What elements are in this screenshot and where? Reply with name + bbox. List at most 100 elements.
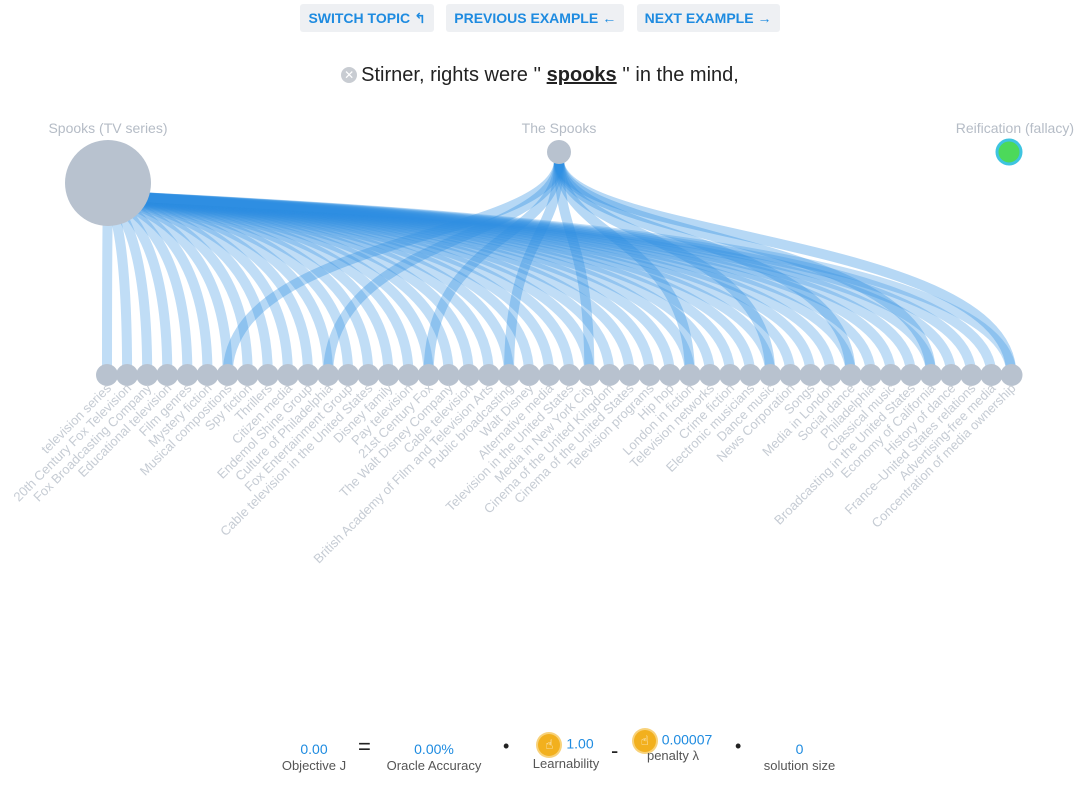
sentence-keyword[interactable]: spooks [546, 64, 617, 86]
category-node[interactable] [739, 364, 762, 386]
edges-layer [102, 159, 1017, 376]
category-node[interactable] [618, 364, 641, 386]
top-node[interactable] [65, 140, 151, 226]
category-node[interactable] [317, 364, 340, 386]
equals-sign: = [358, 734, 371, 759]
category-node[interactable] [196, 364, 219, 386]
edge-spooks-tv-series [107, 190, 937, 376]
penalty-metric: ☝ 0.00007 penalty λ [628, 730, 718, 763]
category-node[interactable] [276, 364, 299, 386]
category-node[interactable] [417, 364, 440, 386]
next-example-label: NEXT EXAMPLE [644, 10, 754, 26]
penalty-value: 0.00007 [661, 731, 713, 748]
objective-bar: 0.00 Objective J = 0.00% Oracle Accuracy… [0, 730, 1080, 795]
penalty-label: penalty λ [646, 748, 700, 763]
toolbar: SWITCH TOPIC ↰ PREVIOUS EXAMPLE ← NEXT EXA… [0, 4, 1080, 32]
category-node[interactable] [236, 364, 259, 386]
switch-topic-button[interactable]: SWITCH TOPIC ↰ [300, 4, 434, 32]
multiply-dot-1: • [503, 736, 510, 756]
category-node[interactable] [337, 364, 360, 386]
category-node[interactable] [819, 364, 842, 386]
accuracy-label: Oracle Accuracy [386, 758, 482, 773]
category-node[interactable] [498, 364, 520, 386]
edge-spooks-tv-series [107, 190, 756, 376]
category-node[interactable] [96, 364, 118, 386]
sentence-after: '' in the mind, [622, 64, 739, 86]
category-node[interactable] [658, 364, 681, 386]
category-node[interactable] [377, 364, 400, 386]
category-node[interactable] [518, 364, 541, 386]
accuracy-metric: 0.00% Oracle Accuracy [378, 740, 490, 773]
edge-spooks-tv-series [107, 190, 736, 376]
category-node[interactable] [256, 364, 279, 386]
edge-spooks-tv-series [107, 190, 535, 376]
edge-spooks-tv-series [107, 190, 595, 376]
category-node[interactable] [116, 364, 139, 386]
learnability-label: Learnability [532, 756, 600, 771]
edge-the-spooks [554, 159, 1017, 376]
category-node[interactable] [437, 364, 460, 386]
hand-pointer-icon-penalty[interactable]: ☝ [633, 730, 656, 752]
edge-spooks-tv-series [107, 190, 876, 376]
category-node[interactable] [920, 364, 943, 386]
category-node[interactable] [1000, 364, 1023, 386]
remove-icon[interactable]: ✕ [341, 67, 358, 83]
category-node[interactable] [136, 364, 159, 386]
edge-spooks-tv-series [107, 190, 555, 376]
category-node[interactable] [477, 364, 500, 386]
top-node-label: The Spooks [522, 120, 597, 136]
category-node[interactable] [558, 364, 581, 386]
sentence-before: Stirner, rights were '' [361, 64, 542, 86]
category-node[interactable] [357, 364, 380, 386]
edge-spooks-tv-series [107, 190, 695, 376]
category-node[interactable] [900, 364, 922, 386]
switch-topic-label: SWITCH TOPIC [308, 10, 411, 26]
edge-spooks-tv-series [107, 190, 675, 376]
undo-arrow-icon: ↰ [414, 10, 426, 26]
edge-spooks-tv-series [107, 190, 575, 376]
learnability-value: 1.00 [566, 735, 594, 752]
category-node[interactable] [699, 364, 721, 386]
category-node[interactable] [678, 364, 701, 386]
minus-sign: - [611, 738, 619, 763]
category-node[interactable] [156, 364, 179, 386]
category-node[interactable] [297, 364, 319, 386]
category-node[interactable] [638, 364, 661, 386]
solution-size-value: 0 [795, 741, 804, 757]
category-node[interactable] [879, 364, 902, 386]
edge-spooks-tv-series [107, 190, 776, 376]
edge-the-spooks [554, 159, 776, 376]
edge-spooks-tv-series [107, 190, 615, 376]
category-node[interactable] [578, 364, 601, 386]
edge-the-spooks [554, 159, 856, 376]
category-node[interactable] [457, 364, 480, 386]
edge-spooks-tv-series [107, 190, 816, 376]
category-node[interactable] [980, 364, 1003, 386]
top-node-label: Spooks (TV series) [48, 120, 167, 136]
top-node[interactable] [995, 138, 1023, 166]
next-example-button[interactable]: NEXT EXAMPLE → [636, 4, 780, 32]
category-node[interactable] [839, 364, 862, 386]
category-node[interactable] [598, 364, 621, 386]
edge-spooks-tv-series [107, 190, 715, 376]
solution-size-metric: 0 solution size [752, 740, 847, 773]
previous-example-button[interactable]: PREVIOUS EXAMPLE ← [446, 4, 625, 32]
category-node[interactable] [538, 364, 561, 386]
category-node[interactable] [779, 364, 802, 386]
category-node[interactable] [799, 364, 822, 386]
hand-pointer-icon[interactable]: ☝ [538, 734, 561, 756]
category-node[interactable] [176, 364, 199, 386]
top-node[interactable] [547, 140, 571, 164]
objective-metric: 0.00 Objective J [270, 740, 358, 773]
edge-spooks-tv-series [107, 190, 997, 376]
category-node[interactable] [759, 364, 782, 386]
topic-graph: Spooks (TV series) The Spooks Reification … [10, 120, 1074, 566]
nodes-layer [65, 138, 1023, 386]
edge-the-spooks [554, 159, 595, 376]
category-node[interactable] [960, 364, 983, 386]
category-node[interactable] [719, 364, 742, 386]
category-node[interactable] [397, 364, 420, 386]
category-node[interactable] [940, 364, 963, 386]
category-node[interactable] [859, 364, 882, 386]
category-node[interactable] [216, 364, 239, 386]
